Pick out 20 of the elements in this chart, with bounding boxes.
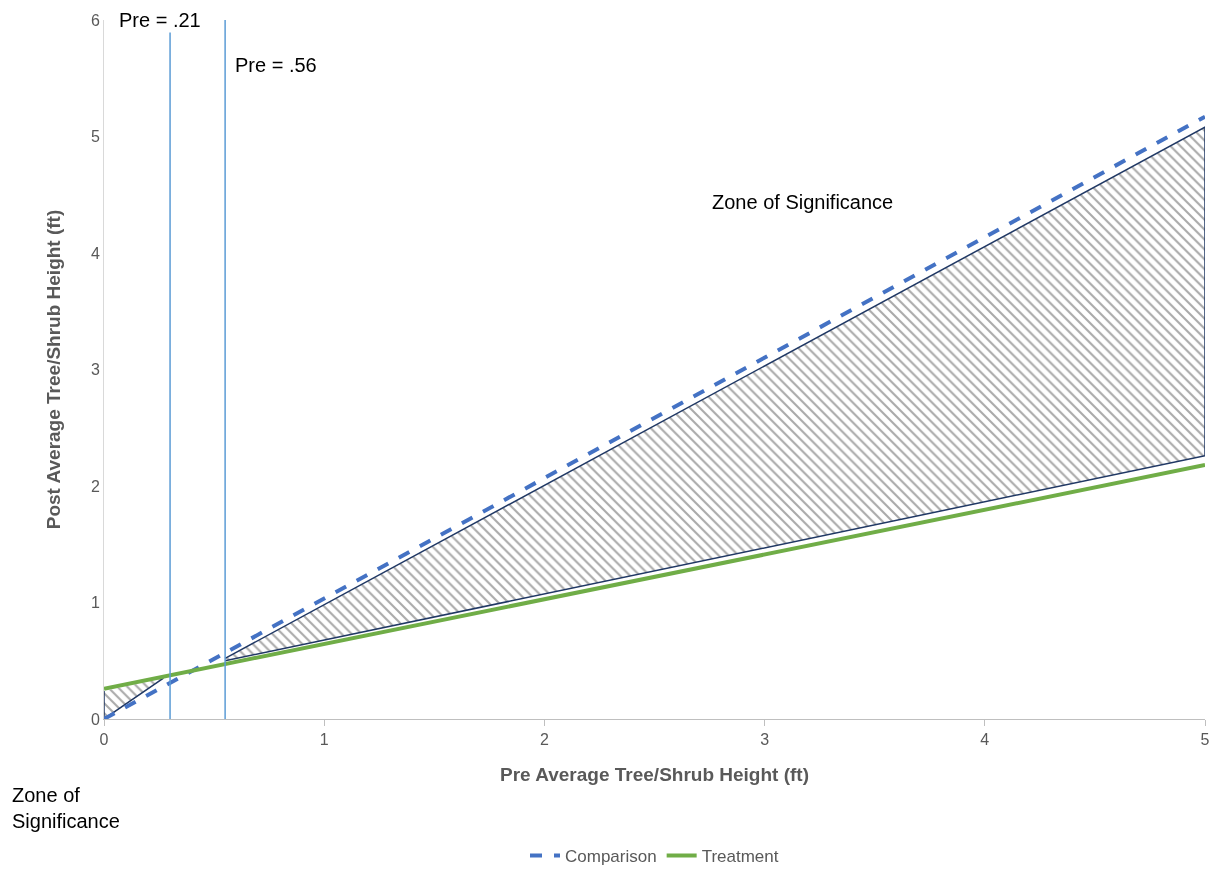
ref-line-label: Pre = .21 [119,9,201,31]
ref-line-label: Pre = .56 [235,54,317,76]
x-tick-label: 4 [980,731,990,749]
y-tick-label: 2 [90,477,100,495]
y-axis-title: Post Average Tree/Shrub Height (ft) [42,209,64,530]
y-tick-label: 4 [90,244,100,262]
x-axis-title: Pre Average Tree/Shrub Height (ft) [500,764,809,785]
y-tick-label: 3 [90,361,100,379]
y-tick-label: 0 [90,710,100,728]
x-tick-label: 3 [760,731,770,749]
text: Zone of Significance [12,784,120,832]
annotation: Zone of Significance [712,191,894,213]
legend-label: Treatment [701,847,779,867]
x-tick-label: 2 [539,731,549,749]
x-tick-label: 5 [1200,731,1210,749]
x-tick-label: 1 [319,731,329,749]
y-tick-label: 5 [90,128,100,146]
legend-label: Comparison [565,847,657,867]
y-tick-label: 1 [90,594,100,612]
y-tick-label: 6 [90,11,100,29]
